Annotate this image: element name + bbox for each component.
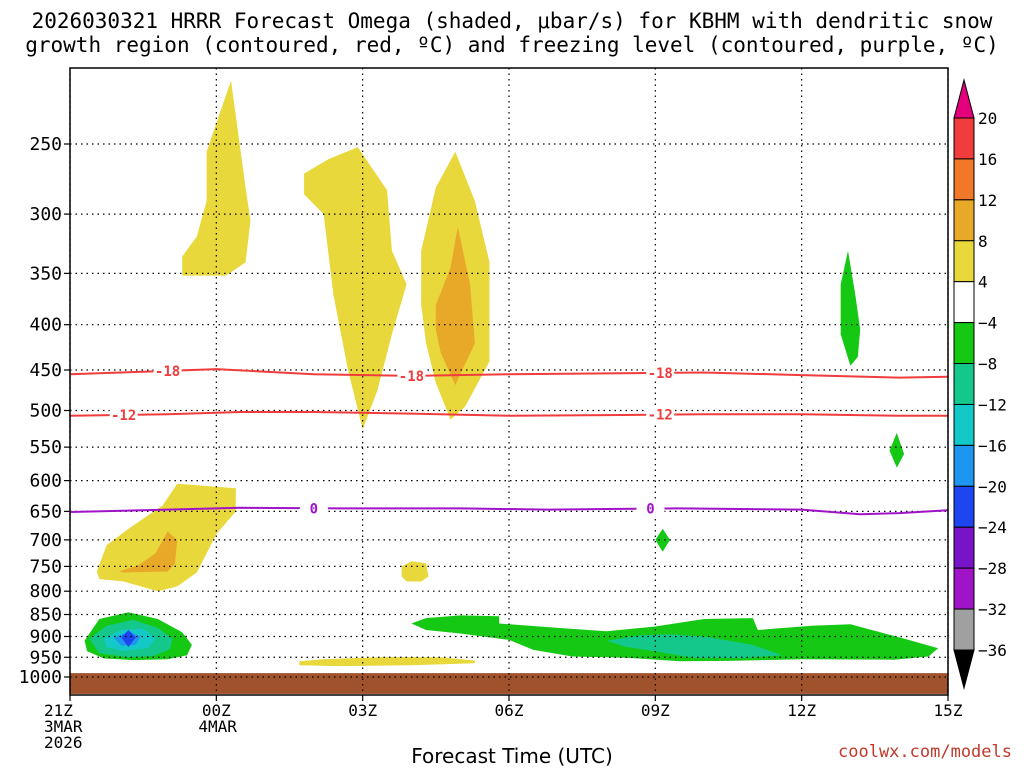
omega-region-blue-22z-low (121, 630, 136, 647)
contour-label--18: -18 (399, 369, 424, 385)
contour-label-bg (646, 406, 675, 423)
omega-region-green-12z-upper (840, 250, 861, 366)
colorbar: 20 16 12 8 4 −4 −8 −12 −16 −20 −24 −28 −32 −36 (953, 78, 1007, 690)
y-axis: 2503003504004505005506006507007508008509… (19, 134, 70, 688)
x-tick-label-12Z-0: 12Z (787, 701, 816, 720)
colorbar-label: −28 (978, 559, 1007, 578)
colorbar-bin--4 (953, 281, 975, 324)
contour-line-0 (69, 506, 949, 516)
grid-lines (69, 68, 949, 695)
colorbar-label: −4 (978, 314, 997, 333)
y-tick-label-850: 850 (29, 605, 62, 626)
colorbar-label: −16 (978, 436, 1007, 455)
contour-label-bg (153, 362, 182, 379)
colorbar-bin--12 (953, 363, 975, 405)
contour-line--12 (69, 411, 948, 417)
y-tick-label-750: 750 (29, 556, 62, 577)
colorbar-bin--32 (953, 567, 975, 610)
y-tick-label-1000: 1000 (19, 667, 62, 688)
x-tick-label-21Z-2: 2026 (44, 733, 83, 752)
ground-layer (70, 673, 948, 694)
colorbar-label: 20 (978, 109, 997, 128)
colorbar-bin--36 (953, 608, 975, 651)
x-tick-label-06Z-0: 06Z (495, 701, 524, 720)
colorbar-bin-4 (953, 240, 975, 283)
x-tick-label-09Z-0: 09Z (641, 701, 670, 720)
colorbar-label: 4 (978, 273, 988, 292)
omega-region-upper-yellow-03z (304, 147, 407, 430)
y-tick-label-250: 250 (29, 134, 62, 155)
colorbar-bottom-triangle (953, 649, 975, 690)
y-tick-label-950: 950 (29, 647, 62, 668)
y-tick-label-500: 500 (29, 401, 62, 422)
contour-label-bg (646, 364, 675, 381)
colorbar-bin--16 (953, 403, 975, 446)
y-tick-label-800: 800 (29, 581, 62, 602)
omega-region-green-08z (655, 528, 670, 552)
contour-label-0: 0 (646, 502, 654, 518)
colorbar-bin--28 (953, 526, 975, 569)
omega-region-upper-orange-05z (435, 226, 475, 386)
colorbar-bin-16 (953, 117, 975, 160)
omega-region-orange-22z-low (118, 531, 178, 573)
colorbar-label: −24 (978, 518, 1007, 537)
credit-link[interactable]: coolwx.com/models (838, 742, 1012, 762)
x-tick-label-21Z-1: 3MAR (44, 717, 83, 736)
omega-region-yellow-bottom (299, 656, 475, 667)
omega-region-green-13z (889, 432, 905, 468)
omega-shading (84, 80, 939, 667)
chart-title-line2: growth region (contoured, red, ºC) and f… (25, 33, 999, 57)
y-tick-label-400: 400 (29, 315, 62, 336)
contour-label-bg (299, 500, 328, 517)
ground-fill (70, 673, 948, 694)
contour-label--12: -12 (648, 408, 673, 424)
contour-line--18 (69, 368, 949, 379)
temperature-contours: -18 -18 -18 -12 -12 0 0 (69, 362, 949, 518)
contour-label--18: -18 (155, 364, 180, 380)
x-tick-label-03Z-0: 03Z (348, 701, 377, 720)
contour-label--18: -18 (648, 366, 673, 382)
colorbar-label: 16 (978, 150, 997, 169)
colorbar-label: −12 (978, 395, 1007, 414)
y-tick-label-550: 550 (29, 437, 62, 458)
colorbar-label: 8 (978, 232, 988, 251)
colorbar-top-triangle (953, 78, 975, 119)
y-tick-label-900: 900 (29, 626, 62, 647)
omega-region-teal-09z-10z (606, 634, 783, 659)
colorbar-bin--24 (953, 485, 975, 528)
colorbar-label: −32 (978, 600, 1007, 619)
contour-label--12: -12 (111, 408, 136, 424)
colorbar-label: 12 (978, 191, 997, 210)
colorbar-label: −36 (978, 641, 1007, 660)
y-tick-label-350: 350 (29, 263, 62, 284)
x-tick-label-00Z-0: 00Z (202, 701, 231, 720)
contour-label-bg (636, 500, 665, 517)
colorbar-label: −8 (978, 355, 997, 374)
contour-label-0: 0 (310, 501, 318, 517)
colorbar-label: −20 (978, 477, 1007, 496)
x-tick-label-15Z-0: 15Z (934, 701, 963, 720)
x-tick-label-21Z-0: 21Z (44, 701, 73, 720)
y-tick-label-450: 450 (29, 360, 62, 381)
y-tick-label-300: 300 (29, 204, 62, 225)
x-tick-label-00Z-1: 4MAR (198, 717, 237, 736)
y-tick-label-700: 700 (29, 530, 62, 551)
colorbar-bin-12 (953, 158, 975, 201)
colorbar-bin--20 (953, 444, 975, 487)
contour-label-bg (397, 367, 426, 384)
chart-title-line1: 2026030321 HRRR Forecast Omega (shaded, … (31, 9, 993, 33)
y-tick-label-650: 650 (29, 501, 62, 522)
colorbar-bin-8 (953, 199, 975, 242)
colorbar-bin--8 (953, 322, 975, 365)
contour-label-bg (109, 407, 138, 424)
x-axis-label: Forecast Time (UTC) (411, 744, 613, 768)
y-tick-label-600: 600 (29, 471, 62, 492)
omega-region-yellow-04z-low (401, 561, 429, 582)
